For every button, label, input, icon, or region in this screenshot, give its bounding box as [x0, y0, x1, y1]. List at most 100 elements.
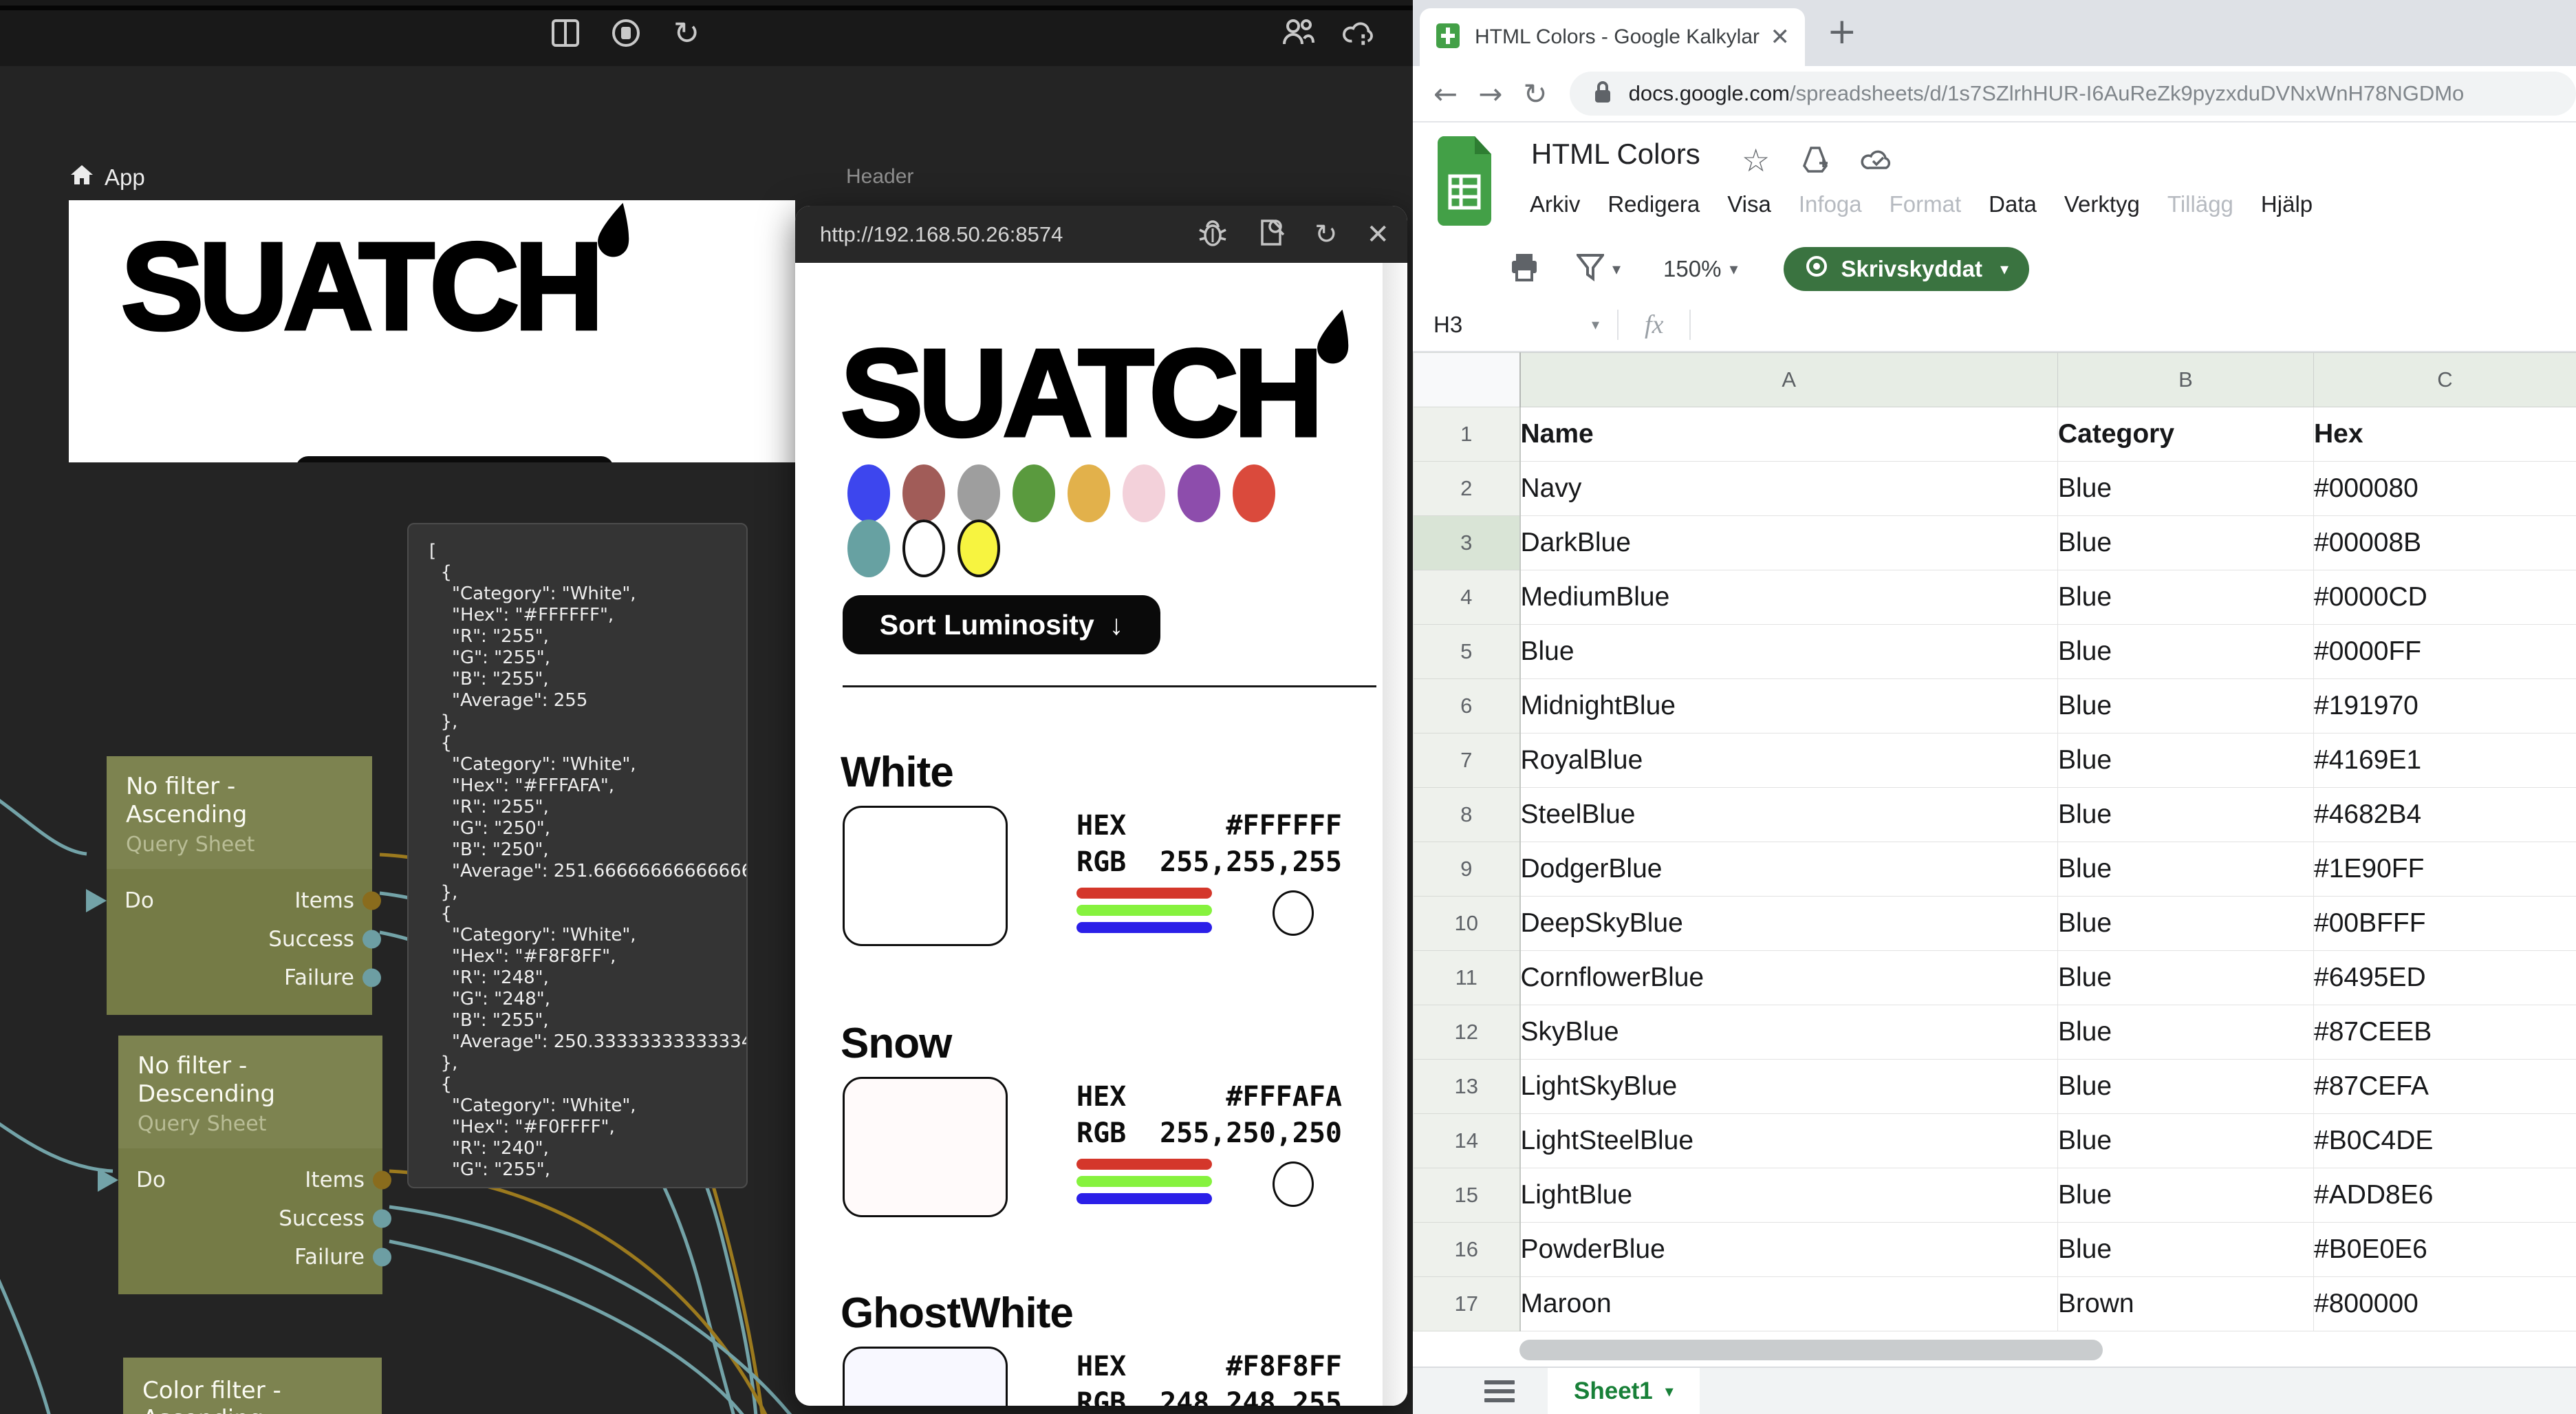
cell-C10[interactable]: #00BFFF — [2313, 896, 2576, 951]
browser-tab[interactable]: HTML Colors - Google Kalkylark ✕ — [1420, 8, 1805, 66]
port-do[interactable]: Do — [125, 888, 154, 913]
color-swatch-circle[interactable] — [1068, 464, 1110, 522]
cell-B12[interactable]: Blue — [2057, 1005, 2314, 1060]
cell-B10[interactable]: Blue — [2057, 896, 2314, 951]
breadcrumb[interactable]: App — [70, 164, 145, 191]
cell-C17[interactable]: #800000 — [2313, 1276, 2576, 1331]
port-do[interactable]: Do — [136, 1167, 166, 1192]
cell-A9[interactable]: DodgerBlue — [1519, 842, 2058, 897]
row-header-4[interactable]: 4 — [1413, 570, 1521, 625]
cell-C13[interactable]: #87CEFA — [2313, 1059, 2576, 1114]
color-swatch-circle[interactable] — [847, 464, 890, 522]
cell-A6[interactable]: MidnightBlue — [1519, 678, 2058, 733]
add-to-drive-icon[interactable] — [1800, 145, 1830, 176]
split-view-icon[interactable] — [549, 17, 582, 50]
preview-url[interactable]: http://192.168.50.26:8574 — [820, 222, 1063, 246]
cell-A5[interactable]: Blue — [1519, 624, 2058, 679]
cell-C2[interactable]: #000080 — [2313, 461, 2576, 516]
cell-C9[interactable]: #1E90FF — [2313, 842, 2576, 897]
debug-icon[interactable] — [1198, 217, 1228, 251]
cell-B3[interactable]: Blue — [2057, 515, 2314, 570]
cell-B14[interactable]: Blue — [2057, 1113, 2314, 1168]
row-header-11[interactable]: 11 — [1413, 950, 1521, 1005]
forward-icon[interactable]: → — [1478, 76, 1503, 111]
zoom-select[interactable]: 150% — [1663, 256, 1722, 281]
row-header-15[interactable]: 15 — [1413, 1168, 1521, 1223]
select-all-corner[interactable] — [1413, 352, 1521, 407]
row-header-8[interactable]: 8 — [1413, 787, 1521, 842]
menu-hjälp[interactable]: Hjälp — [2260, 191, 2313, 217]
row-header-7[interactable]: 7 — [1413, 733, 1521, 788]
cell-C3[interactable]: #00008B — [2313, 515, 2576, 570]
preview-scrollbar[interactable] — [1383, 263, 1407, 1406]
menu-data[interactable]: Data — [1989, 191, 2037, 217]
cell-A11[interactable]: CornflowerBlue — [1519, 950, 2058, 1005]
new-tab-button[interactable]: + — [1827, 11, 1857, 52]
cell-C14[interactable]: #B0C4DE — [2313, 1113, 2576, 1168]
back-icon[interactable]: ← — [1433, 76, 1458, 111]
filter-icon[interactable] — [1574, 253, 1606, 285]
menu-infoga[interactable]: Infoga — [1798, 191, 1862, 217]
cell-A2[interactable]: Navy — [1519, 461, 2058, 516]
menu-format[interactable]: Format — [1889, 191, 1962, 217]
failure-port-dot[interactable] — [362, 968, 381, 987]
color-swatch-circle[interactable] — [957, 464, 1000, 522]
cell-A15[interactable]: LightBlue — [1519, 1168, 2058, 1223]
menu-tillägg[interactable]: Tillägg — [2167, 191, 2233, 217]
menu-redigera[interactable]: Redigera — [1608, 191, 1700, 217]
cell-A3[interactable]: DarkBlue — [1519, 515, 2058, 570]
cell-B7[interactable]: Blue — [2057, 733, 2314, 788]
color-swatch-circle[interactable] — [902, 464, 945, 522]
column-header-C[interactable]: C — [2313, 352, 2576, 407]
node-no-filter-ascending[interactable]: No filter - Ascending Query Sheet Do Ite… — [86, 756, 381, 1015]
column-header-B[interactable]: B — [2057, 352, 2314, 407]
star-icon[interactable]: ☆ — [1742, 142, 1771, 179]
cell-A10[interactable]: DeepSkyBlue — [1519, 896, 2058, 951]
cell-A7[interactable]: RoyalBlue — [1519, 733, 2058, 788]
port-failure[interactable]: Failure — [294, 1244, 365, 1270]
node-no-filter-descending[interactable]: No filter - Descending Query Sheet Do It… — [98, 1036, 391, 1294]
cell-C1[interactable]: Hex — [2313, 407, 2576, 462]
row-header-14[interactable]: 14 — [1413, 1113, 1521, 1168]
stop-icon[interactable] — [609, 17, 642, 50]
cell-B11[interactable]: Blue — [2057, 950, 2314, 1005]
success-port-dot[interactable] — [373, 1209, 391, 1228]
color-entry-circle[interactable] — [1273, 1161, 1314, 1207]
preview-refresh-icon[interactable]: ↻ — [1314, 218, 1338, 250]
cell-A13[interactable]: LightSkyBlue — [1519, 1059, 2058, 1114]
name-box[interactable]: H3 — [1433, 312, 1463, 337]
cell-C8[interactable]: #4682B4 — [2313, 787, 2576, 842]
row-header-13[interactable]: 13 — [1413, 1059, 1521, 1114]
users-icon[interactable] — [1282, 17, 1315, 50]
cell-C5[interactable]: #0000FF — [2313, 624, 2576, 679]
port-failure[interactable]: Failure — [284, 965, 354, 990]
sort-luminosity-button[interactable]: Sort Luminosity ↓ — [843, 595, 1160, 654]
cell-B15[interactable]: Blue — [2057, 1168, 2314, 1223]
cell-B8[interactable]: Blue — [2057, 787, 2314, 842]
cell-B9[interactable]: Blue — [2057, 842, 2314, 897]
cell-C7[interactable]: #4169E1 — [2313, 733, 2576, 788]
menu-verktyg[interactable]: Verktyg — [2064, 191, 2140, 217]
refresh-icon[interactable]: ↻ — [673, 14, 700, 52]
port-success[interactable]: Success — [279, 1206, 365, 1231]
print-icon[interactable] — [1509, 253, 1539, 286]
cell-B5[interactable]: Blue — [2057, 624, 2314, 679]
color-swatch-circle[interactable] — [1233, 464, 1275, 522]
row-header-6[interactable]: 6 — [1413, 678, 1521, 733]
row-header-1[interactable]: 1 — [1413, 407, 1521, 462]
items-port-dot[interactable] — [362, 891, 381, 910]
success-port-dot[interactable] — [362, 930, 381, 949]
cell-B1[interactable]: Category — [2057, 407, 2314, 462]
port-items[interactable]: Items — [294, 888, 354, 913]
cell-C15[interactable]: #ADD8E6 — [2313, 1168, 2576, 1223]
inspect-page-icon[interactable] — [1257, 217, 1286, 252]
cell-B13[interactable]: Blue — [2057, 1059, 2314, 1114]
cell-A14[interactable]: LightSteelBlue — [1519, 1113, 2058, 1168]
row-header-16[interactable]: 16 — [1413, 1222, 1521, 1277]
port-success[interactable]: Success — [268, 926, 354, 952]
preview-close-icon[interactable]: ✕ — [1366, 218, 1389, 250]
cell-B16[interactable]: Blue — [2057, 1222, 2314, 1277]
items-port-dot[interactable] — [373, 1170, 391, 1190]
cell-C16[interactable]: #B0E0E6 — [2313, 1222, 2576, 1277]
row-header-2[interactable]: 2 — [1413, 461, 1521, 516]
